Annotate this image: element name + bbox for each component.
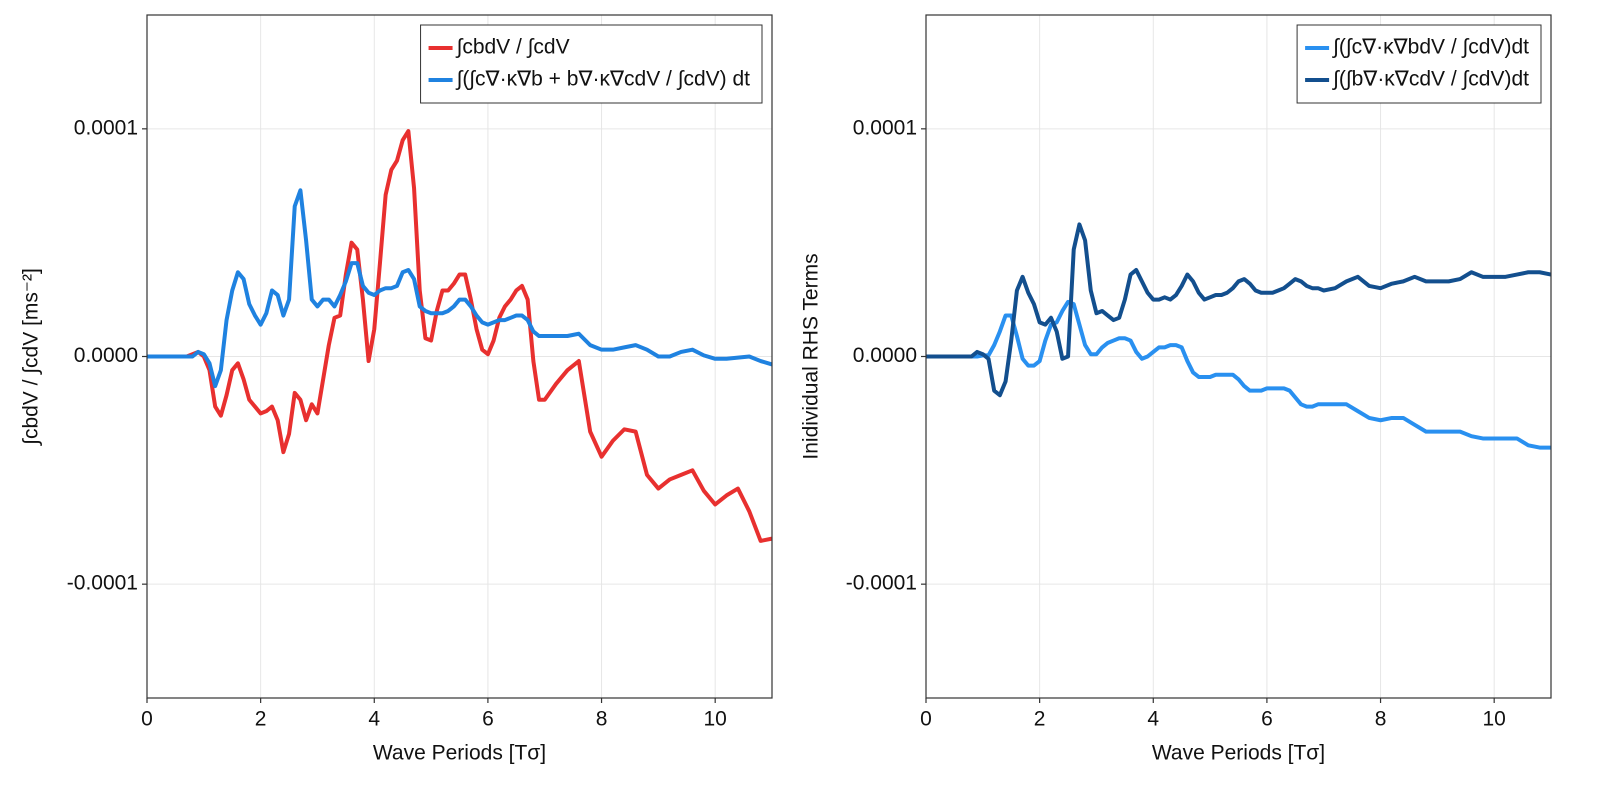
panel: 0 2 4 6 8 10 -0.0001 0.0000 0.0001 Wave Periods [… [20, 14, 773, 765]
x-tick-label: 6 [1261, 708, 1273, 731]
y-tick-label: -0.0001 [67, 572, 138, 595]
x-tick-label: 0 [141, 708, 153, 731]
panel: 0 2 4 6 8 10 -0.0001 0.0000 0.0001 Wave Periods [… [800, 14, 1552, 765]
x-tick-label: 2 [255, 708, 267, 731]
x-tick-label: 8 [596, 708, 608, 731]
legend-label: ∫(∫b∇·κ∇cdV / ∫cdV)dt [1332, 68, 1529, 91]
line-series [147, 129, 773, 543]
legend: ∫(∫c∇·κ∇bdV / ∫cdV)dt ∫(∫b∇·κ∇cdV / ∫cdV)… [1296, 24, 1542, 104]
legend-box [1296, 24, 1542, 104]
y-tick-label: 0.0001 [853, 116, 917, 139]
y-axis-label: Inidividual RHS Terms [800, 253, 823, 459]
x-axis-label: Wave Periods [Tσ] [1152, 742, 1325, 765]
y-tick-label: 0.0000 [74, 344, 138, 367]
legend: ∫cbdV / ∫cdV ∫(∫c∇·κ∇b + b∇·κ∇cdV / ∫cdV)… [420, 24, 763, 104]
x-tick-label: 10 [1483, 708, 1506, 731]
y-tick-label: 0.0000 [853, 344, 917, 367]
x-axis-label: Wave Periods [Tσ] [373, 742, 546, 765]
line-series [147, 188, 773, 389]
x-tick-label: 0 [920, 708, 932, 731]
x-tick-label: 10 [704, 708, 727, 731]
y-tick-label: 0.0001 [74, 116, 138, 139]
legend-label: ∫cbdV / ∫cdV [456, 36, 570, 59]
plot-frame [925, 14, 1552, 699]
y-axis-label: ∫cbdV / ∫cdV [ms⁻²] [20, 268, 43, 446]
x-tick-label: 2 [1034, 708, 1046, 731]
line-series [926, 299, 1551, 450]
line-series [926, 222, 1552, 398]
legend-label: ∫(∫c∇·κ∇bdV / ∫cdV)dt [1332, 36, 1529, 59]
x-tick-label: 6 [482, 708, 494, 731]
x-tick-label: 4 [368, 708, 380, 731]
plot-frame [146, 14, 773, 699]
y-tick-label: -0.0001 [846, 572, 917, 595]
x-tick-label: 8 [1375, 708, 1387, 731]
x-tick-label: 4 [1147, 708, 1159, 731]
legend-label: ∫(∫c∇·κ∇b + b∇·κ∇cdV / ∫cdV) dt [456, 68, 751, 91]
legend-box [420, 24, 763, 104]
